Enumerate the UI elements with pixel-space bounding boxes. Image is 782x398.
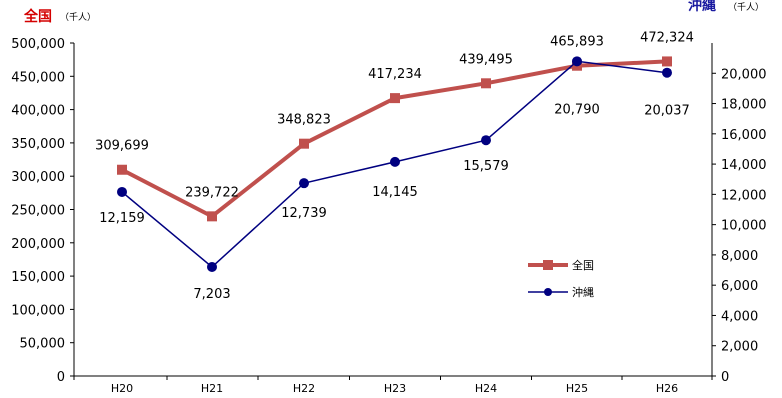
legend-marker-okinawa	[544, 288, 552, 296]
right-axis-ticks: 0 2,000 4,000 6,000 8,000 10,000 12,000 14,000 1…	[712, 67, 767, 385]
data-label-zenkoku: 465,893	[550, 35, 604, 50]
right-tick-label: 16,000	[721, 128, 767, 143]
data-label-okinawa: 14,145	[372, 185, 418, 200]
left-tick-label: 450,000	[11, 70, 65, 85]
right-axis-unit: （千人）	[728, 2, 764, 13]
left-tick-label: 400,000	[11, 104, 65, 119]
series-okinawa-marker	[481, 135, 491, 146]
data-labels: 309,699 239,722 348,823 417,234 439,495 465,8…	[95, 30, 694, 302]
series-okinawa-marker	[662, 67, 672, 78]
left-tick-label: 250,000	[11, 204, 65, 219]
series-zenkoku-marker	[299, 138, 309, 149]
x-tick-label: H26	[656, 382, 678, 395]
left-tick-label: 100,000	[11, 303, 65, 318]
left-tick-label: 200,000	[11, 237, 65, 252]
left-tick-label: 300,000	[11, 170, 65, 185]
data-label-okinawa: 20,790	[554, 102, 600, 117]
left-tick-label: 50,000	[20, 337, 66, 352]
x-tick-label: H22	[293, 382, 315, 395]
left-tick-label: 500,000	[11, 37, 65, 52]
series-zenkoku-marker	[662, 56, 672, 67]
series-zenkoku-marker	[207, 211, 217, 222]
right-tick-label: 18,000	[721, 98, 767, 113]
right-tick-label: 0	[721, 370, 729, 385]
series-zenkoku-marker	[117, 164, 127, 175]
right-tick-label: 20,000	[721, 67, 767, 82]
right-tick-label: 14,000	[721, 158, 767, 173]
right-tick-label: 6,000	[721, 279, 758, 294]
series-zenkoku-marker	[481, 78, 491, 89]
right-tick-label: 12,000	[721, 188, 767, 203]
x-tick-label: H23	[384, 382, 406, 395]
data-label-okinawa: 12,739	[281, 206, 327, 221]
x-tick-label: H24	[475, 382, 497, 395]
x-tick-label: H20	[111, 382, 133, 395]
left-axis-title: 全国	[23, 8, 52, 25]
data-label-okinawa: 12,159	[99, 211, 145, 226]
series-okinawa-marker	[390, 156, 400, 167]
data-label-zenkoku: 309,699	[95, 139, 149, 154]
left-tick-label: 0	[57, 370, 65, 385]
data-label-okinawa: 20,037	[644, 104, 690, 119]
right-tick-label: 8,000	[721, 249, 758, 264]
series-zenkoku-marker	[390, 93, 400, 104]
data-label-okinawa: 7,203	[193, 287, 230, 302]
series-okinawa-marker	[572, 56, 582, 67]
series-okinawa-marker	[117, 186, 127, 197]
data-label-zenkoku: 239,722	[185, 185, 239, 200]
legend: 全国 沖縄	[528, 258, 594, 299]
left-axis-ticks: 0 50,000 100,000 150,000 200,000 250,000 300,0…	[11, 37, 74, 385]
data-label-zenkoku: 472,324	[640, 30, 694, 45]
series-okinawa-marker	[299, 178, 309, 189]
left-tick-label: 150,000	[11, 270, 65, 285]
data-label-zenkoku: 348,823	[277, 113, 331, 128]
right-axis-title: 沖縄	[688, 0, 716, 14]
data-label-zenkoku: 439,495	[459, 52, 513, 67]
series-okinawa-marker	[207, 261, 217, 272]
data-label-zenkoku: 417,234	[368, 67, 422, 82]
series-layer	[117, 56, 672, 272]
left-tick-label: 350,000	[11, 137, 65, 152]
left-axis-unit: （千人）	[60, 12, 96, 23]
x-axis-ticks: H20 H21 H22 H23 H24 H25 H26	[73, 376, 713, 395]
legend-marker-zenkoku	[543, 260, 553, 270]
data-label-okinawa: 15,579	[463, 159, 509, 174]
right-tick-label: 4,000	[721, 309, 758, 324]
x-tick-label: H25	[566, 382, 588, 395]
x-tick-label: H21	[201, 382, 223, 395]
right-tick-label: 2,000	[721, 340, 758, 355]
right-tick-label: 10,000	[721, 219, 767, 234]
legend-label-zenkoku: 全国	[572, 258, 594, 272]
legend-label-okinawa: 沖縄	[572, 285, 594, 299]
